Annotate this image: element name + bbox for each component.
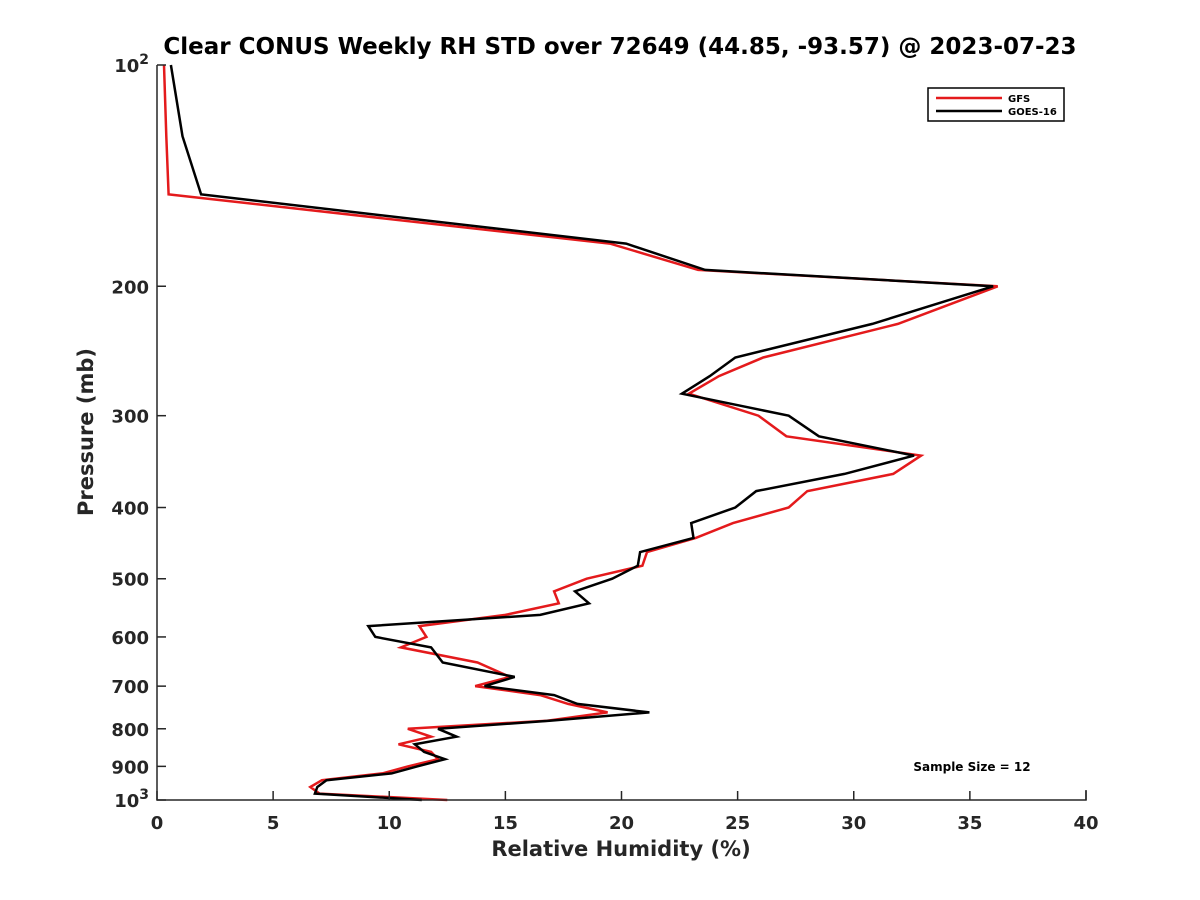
x-tick-label: 20 [609,813,634,834]
x-tick-label: 0 [151,813,164,834]
series-line-goes16 [169,64,994,802]
x-tick-label: 35 [957,813,982,834]
x-tick-label: 25 [725,813,750,834]
legend-label-goes16: GOES-16 [1008,107,1057,118]
y-tick-label: 700 [111,677,149,698]
legend-label-gfs: GFS [1008,94,1030,105]
x-tick-label: 5 [267,813,280,834]
sample-size-annotation: Sample Size = 12 [913,760,1030,774]
y-tick-label: 900 [111,757,149,778]
y-tick-label: 103 [114,787,149,812]
series-layer [162,64,999,802]
x-axis-label: Relative Humidity (%) [491,837,750,861]
y-axis-ticks: 102 200 300 400 500 600 700 800 900 103 [111,52,166,812]
y-tick-label: 300 [111,407,149,428]
x-tick-label: 40 [1073,813,1098,834]
x-tick-label: 10 [377,813,402,834]
legend[interactable]: GFS GOES-16 [927,87,1065,122]
chart-title: Clear CONUS Weekly RH STD over 72649 (44… [163,34,1076,60]
y-tick-label: 600 [111,628,149,649]
x-tick-label: 15 [493,813,518,834]
y-tick-label: 800 [111,720,149,741]
x-tick-label: 30 [841,813,866,834]
y-tick-label: 200 [111,277,149,298]
legend-box [927,87,1065,122]
y-tick-label: 400 [111,499,149,520]
x-axis-ticks: 0 5 10 15 20 25 30 35 40 [151,791,1099,834]
y-axis-label: Pressure (mb) [74,348,98,516]
y-tick-label: 500 [111,570,149,591]
y-tick-label: 102 [114,52,149,77]
